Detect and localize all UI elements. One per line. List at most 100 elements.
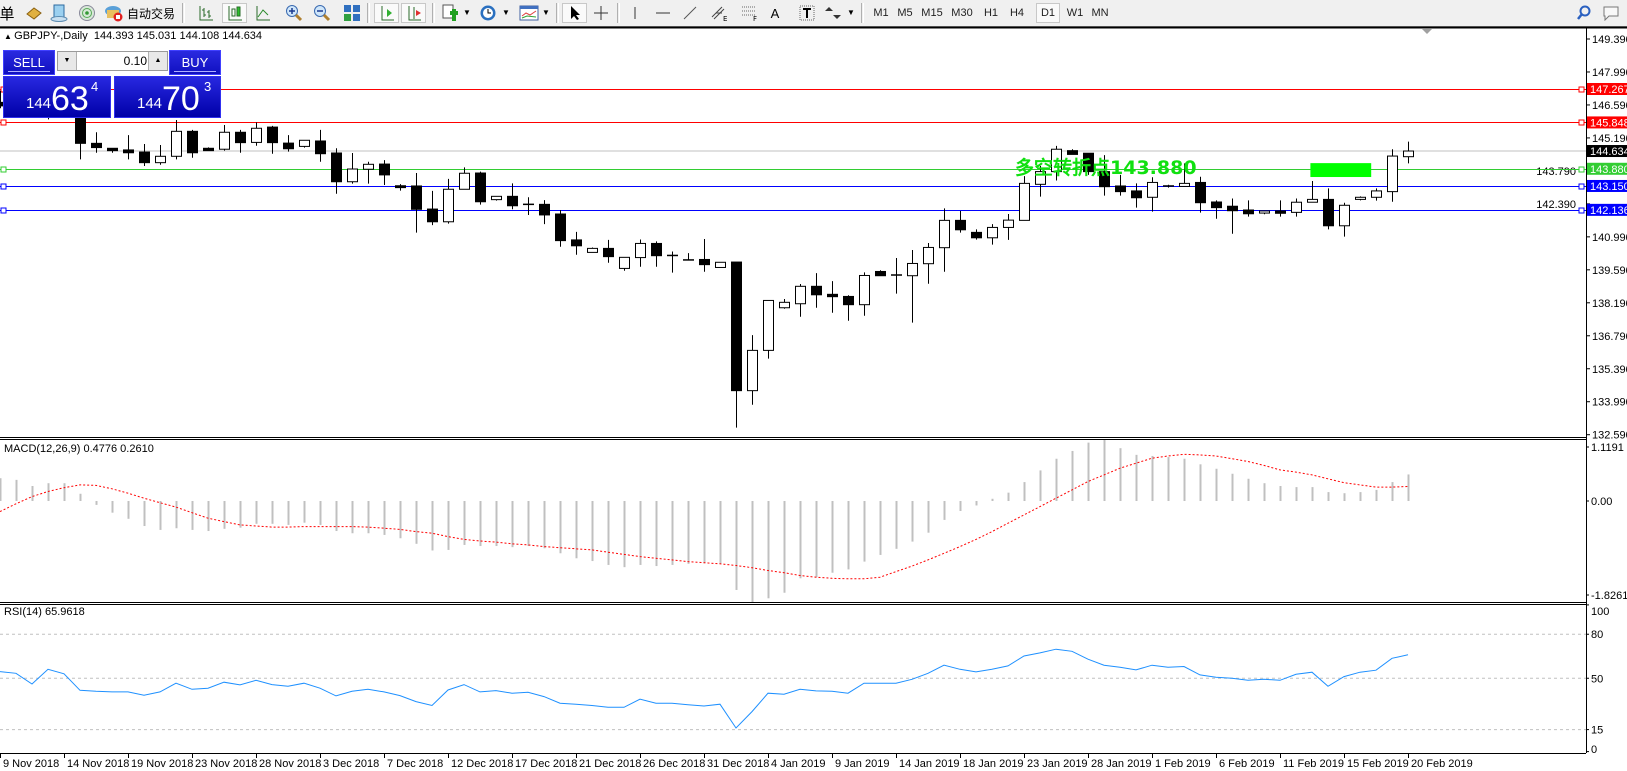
candle <box>123 135 134 160</box>
timeframe-d1[interactable]: D1 <box>1036 3 1060 23</box>
level-anchor-handle <box>1578 86 1585 93</box>
candle <box>363 161 374 184</box>
lot-increase-button[interactable]: ▲ <box>148 52 167 70</box>
timeframe-m1[interactable]: M1 <box>873 7 889 19</box>
candle <box>1275 200 1286 217</box>
lot-decrease-button[interactable]: ▼ <box>58 52 77 70</box>
timeframe-m5[interactable]: M5 <box>897 7 913 19</box>
candle <box>587 247 598 253</box>
date-tick-label: 7 Dec 2018 <box>387 758 443 770</box>
lot-size-input[interactable]: 0.10 <box>123 54 147 68</box>
chat-button[interactable] <box>1601 3 1621 23</box>
buy-price-button[interactable]: 144 70 3 <box>114 76 221 118</box>
candlestick-chart-button[interactable] <box>222 3 247 23</box>
candle-body <box>507 195 518 207</box>
horizontal-line-button[interactable] <box>654 3 672 23</box>
candle <box>91 132 102 153</box>
crosshair-button[interactable] <box>592 3 610 23</box>
templates-dropdown-arrow[interactable]: ▼ <box>542 8 550 17</box>
candle <box>827 281 838 313</box>
toolbar-separator <box>432 3 435 23</box>
ohlc-values: 144.393 145.031 144.108 144.634 <box>93 30 263 42</box>
bar-chart-button[interactable] <box>196 3 216 23</box>
search-button[interactable] <box>1575 3 1593 23</box>
zoom-in-button[interactable] <box>284 3 304 23</box>
candle-body <box>1083 152 1094 173</box>
date-tick-label: 28 Jan 2019 <box>1091 758 1152 770</box>
timeframe-m15[interactable]: M15 <box>921 7 943 19</box>
candle-body <box>651 242 662 257</box>
trend-line-button[interactable] <box>681 3 699 23</box>
signals-button[interactable] <box>77 3 97 23</box>
chart-shift-marker-icon[interactable] <box>1422 29 1432 34</box>
tile-windows-icon <box>344 5 360 21</box>
timeframe-h1[interactable]: H1 <box>983 7 999 19</box>
line-chart-button[interactable] <box>253 3 273 23</box>
date-tick-label: 14 Nov 2018 <box>67 758 129 770</box>
candle-body <box>1307 198 1318 203</box>
chart-shift-button[interactable] <box>401 3 426 23</box>
arrows-dropdown-arrow[interactable]: ▼ <box>847 8 855 17</box>
sell-button[interactable]: SELL <box>3 50 55 75</box>
date-tick-label: 12 Dec 2018 <box>451 758 513 770</box>
candle <box>523 197 534 215</box>
arrows-button[interactable] <box>823 3 843 23</box>
one-click-trading-panel: SELL ▼ 0.10 ▲ BUY 144 63 4 144 70 3 <box>3 50 221 118</box>
tile-windows-button[interactable] <box>342 3 362 23</box>
collapse-triangle-icon[interactable]: ▲ <box>4 32 15 41</box>
date-tick-label: 17 Dec 2018 <box>515 758 577 770</box>
timeframe-h4[interactable]: H4 <box>1009 7 1025 19</box>
text-label-button[interactable] <box>798 3 816 23</box>
text-button[interactable]: A <box>767 3 783 23</box>
candle-body <box>955 219 966 231</box>
sell-price-button[interactable]: 144 63 4 <box>3 76 111 118</box>
periods-dropdown-arrow[interactable]: ▼ <box>502 8 510 17</box>
candle <box>1147 177 1158 212</box>
candle <box>795 283 806 317</box>
toolbar: 单 自动交易 ▼ ▼ ▼ E F A ▼ M1 M5 M15 M30 H1 H4… <box>0 0 1627 27</box>
candle-body <box>619 256 630 269</box>
indicators-button[interactable] <box>440 3 460 23</box>
svg-text:F: F <box>753 15 757 22</box>
candle-body <box>1035 171 1046 185</box>
templates-button[interactable] <box>517 3 541 23</box>
fibonacci-button[interactable]: F <box>739 3 761 23</box>
vertical-line-button[interactable] <box>627 3 643 23</box>
candle <box>1195 176 1206 213</box>
indicators-dropdown-arrow[interactable]: ▼ <box>463 8 471 17</box>
zoom-out-icon <box>314 5 331 22</box>
auto-scroll-button[interactable] <box>374 3 399 23</box>
periods-button[interactable] <box>478 3 498 23</box>
price-label-bg <box>1587 145 1627 158</box>
timeframe-m30[interactable]: M30 <box>951 7 973 19</box>
candle-body <box>587 247 598 253</box>
buy-button[interactable]: BUY <box>169 50 221 75</box>
macd-axis-label: -1.8261 <box>1591 590 1627 602</box>
book-icon <box>26 7 42 20</box>
equidistant-channel-button[interactable]: E <box>709 3 731 23</box>
candle <box>875 270 886 277</box>
rectangle-object[interactable] <box>1310 163 1372 178</box>
zoom-out-button[interactable] <box>312 3 332 23</box>
timeframe-mn[interactable]: MN <box>1091 7 1109 19</box>
candle <box>1371 188 1382 201</box>
date-tick-label: 14 Jan 2019 <box>899 758 960 770</box>
navigator-button[interactable] <box>49 3 69 23</box>
lot-size-spinner[interactable]: ▼ 0.10 ▲ <box>57 51 168 71</box>
candle-body <box>1291 201 1302 213</box>
candle <box>731 261 742 428</box>
candle-body <box>1179 182 1190 187</box>
candle-body <box>491 195 502 201</box>
cursor-button[interactable] <box>562 3 587 23</box>
candle <box>843 295 854 321</box>
annotation-text[interactable]: 多空转折点143.880 <box>1015 156 1197 179</box>
auto-trading-button[interactable]: 自动交易 <box>104 3 178 23</box>
candle <box>683 253 694 261</box>
new-order-button[interactable]: 单 <box>0 3 15 23</box>
level-anchor-handle <box>0 183 7 190</box>
candle <box>1115 174 1126 196</box>
book-button[interactable] <box>24 3 44 23</box>
timeframe-w1[interactable]: W1 <box>1066 7 1084 19</box>
candle <box>651 241 662 267</box>
